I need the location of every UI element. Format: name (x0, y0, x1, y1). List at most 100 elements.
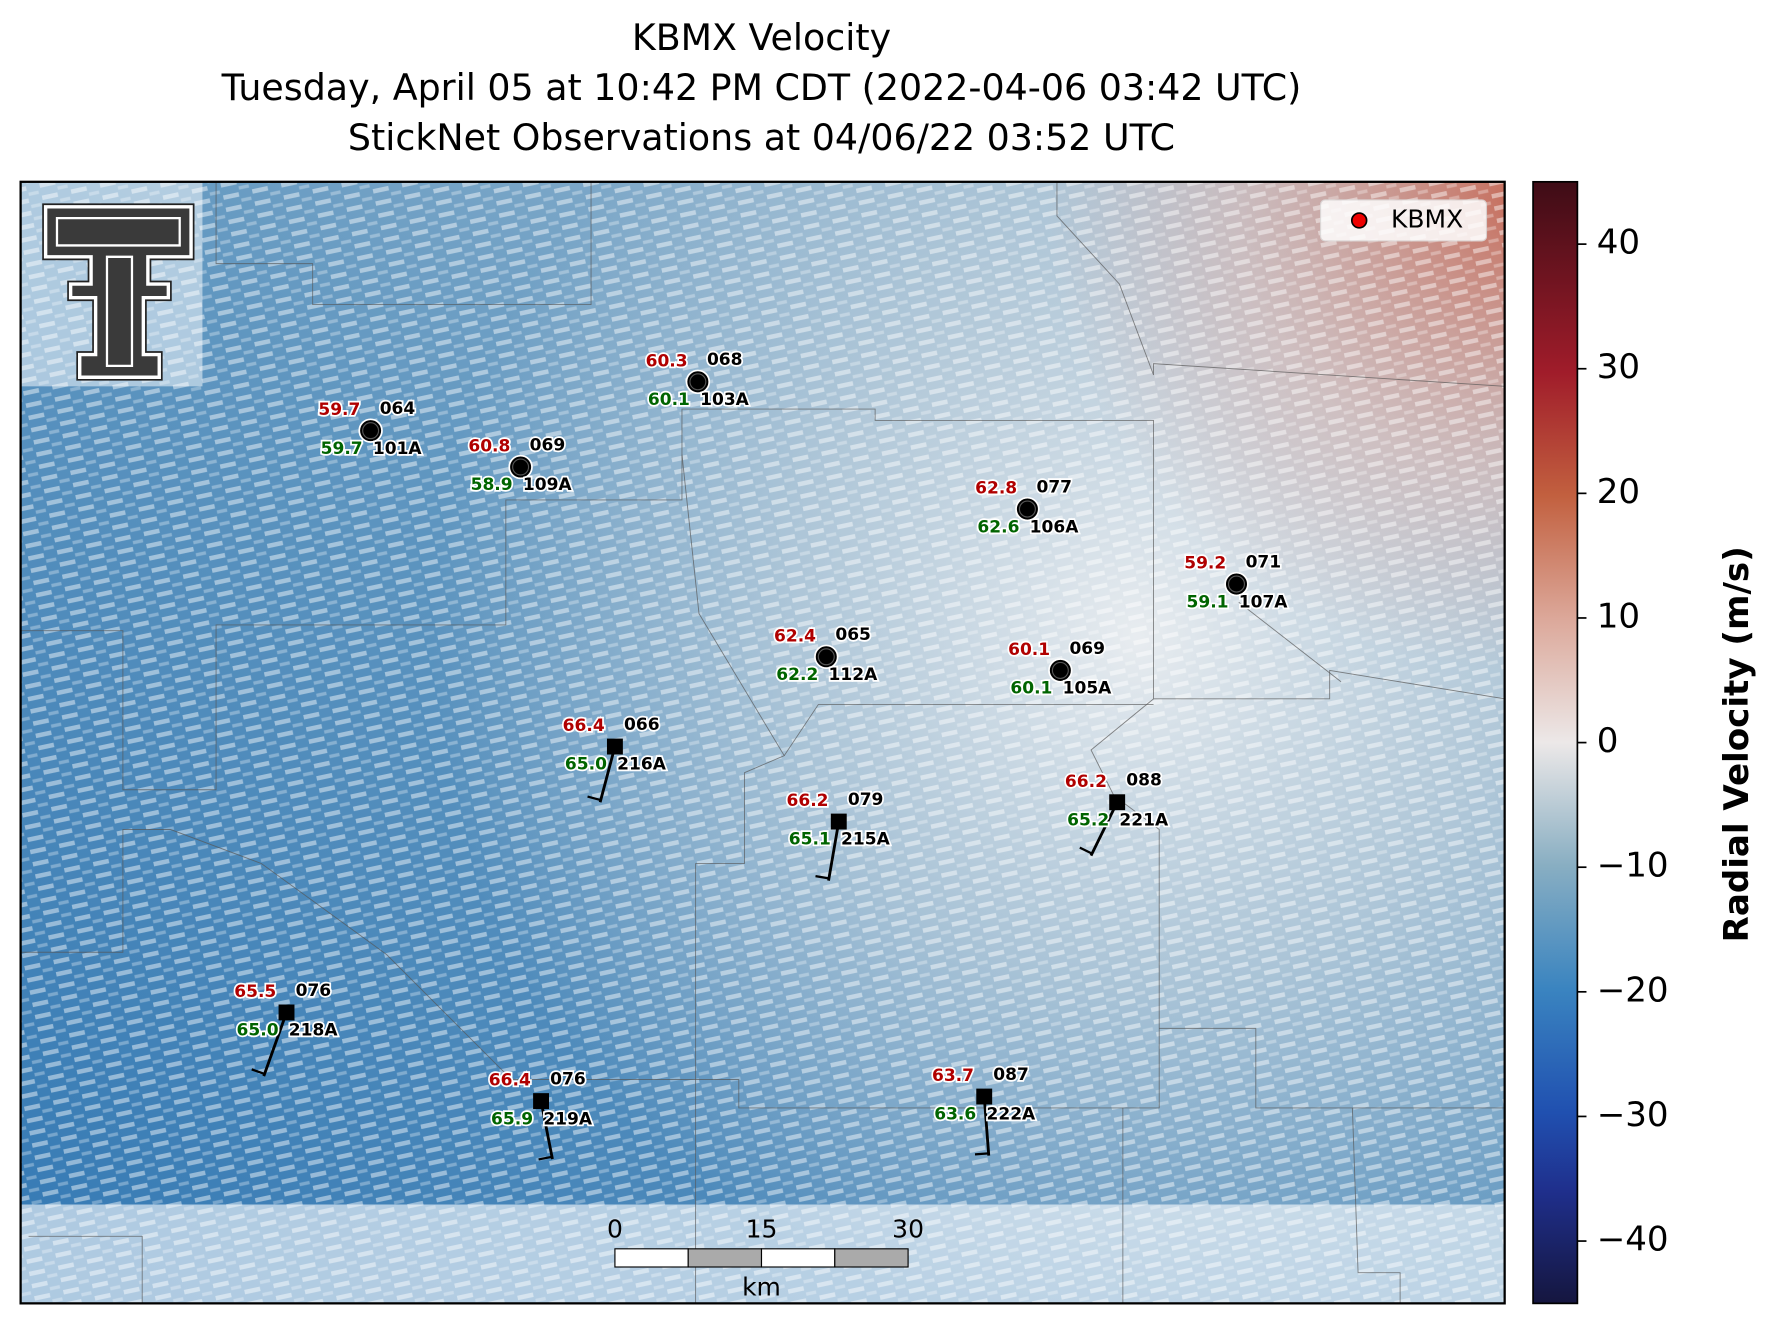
wind-direction: 076 (550, 1070, 586, 1090)
colorbar-tick-label: 30 (1597, 347, 1640, 387)
station: 62.8 077 62.6 106A (973, 476, 1080, 539)
temperature: 66.4 (563, 716, 605, 736)
temperature: 59.2 (1184, 554, 1226, 574)
wind-direction: 065 (835, 625, 871, 645)
wind-direction: 087 (993, 1065, 1029, 1085)
station: 66.4 066 65.0 216A (561, 713, 668, 803)
station-marker (533, 1093, 550, 1110)
legend: KBMX (1320, 199, 1488, 242)
station-ring (362, 422, 380, 440)
dewpoint: 65.2 (1067, 810, 1109, 830)
wind-direction: 088 (1126, 771, 1162, 791)
dewpoint: 62.2 (776, 665, 818, 685)
station-id: 107A (1239, 592, 1289, 612)
logo (42, 203, 195, 381)
wind-direction: 079 (848, 790, 884, 810)
station: 60.3 068 60.1 103A (644, 349, 751, 412)
barb-flag (587, 795, 602, 802)
station-ring (1018, 500, 1036, 518)
barb-flag (1079, 846, 1093, 855)
station: 59.2 071 59.1 107A (1183, 551, 1290, 614)
station-marker (278, 1004, 295, 1021)
colorbar-tick-label: −10 (1597, 846, 1669, 886)
colorbar-ticks: −40 −30 −20 −10 0 10 20 30 40 (1577, 223, 1669, 1260)
station: 60.8 069 58.9 109A (467, 434, 574, 497)
scale-label: 30 (892, 1215, 924, 1244)
station: 59.7 064 59.7 101A (317, 397, 424, 460)
dewpoint: 60.1 (1010, 679, 1052, 699)
colorbar-tick-label: −30 (1597, 1095, 1669, 1135)
dewpoint: 58.9 (471, 475, 513, 495)
dewpoint: 59.1 (1187, 592, 1229, 612)
dewpoint: 65.9 (491, 1109, 533, 1129)
temperature: 66.2 (1065, 772, 1107, 792)
colorbar-tick-label: 0 (1597, 721, 1619, 761)
station-id: 219A (543, 1109, 593, 1129)
wind-barb (262, 1011, 288, 1077)
station-id: 103A (700, 390, 750, 410)
station: 65.5 076 65.0 218A (233, 979, 340, 1077)
wind-barb (598, 746, 617, 803)
wind-barb (827, 821, 841, 881)
wind-direction: 068 (707, 350, 743, 370)
station-id: 112A (829, 665, 879, 685)
dewpoint: 63.6 (934, 1105, 976, 1125)
barb-flag (815, 874, 830, 880)
station-marker (1109, 794, 1126, 811)
station-id: 106A (1030, 517, 1080, 537)
title: KBMX Velocity (632, 16, 891, 59)
scale-segment (760, 1248, 836, 1268)
scale-segment (687, 1248, 763, 1268)
temperature: 60.3 (646, 351, 688, 371)
station-id: 221A (1119, 810, 1169, 830)
wind-direction: 064 (380, 399, 416, 419)
station: 63.7 087 63.6 222A (930, 1063, 1038, 1156)
dewpoint: 62.6 (977, 517, 1019, 537)
legend-marker (1350, 212, 1368, 229)
scale-segment (834, 1248, 909, 1268)
scale-bar: 0 15 30 km (607, 1215, 924, 1302)
dewpoint: 65.0 (237, 1021, 279, 1041)
station-marker (830, 813, 847, 830)
station-id: 101A (373, 439, 423, 459)
station: 66.2 088 65.2 221A (1063, 769, 1171, 857)
barb-flag (538, 1155, 553, 1161)
station-marker (976, 1088, 993, 1105)
colorbar-tick-label: −40 (1597, 1220, 1669, 1260)
colorbar-tick-label: 20 (1597, 472, 1640, 512)
temperature: 66.4 (489, 1071, 531, 1091)
colorbar-label: Radial Velocity (m/s) (1717, 546, 1757, 942)
colorbar-tick-label: 10 (1597, 596, 1640, 636)
wind-direction: 076 (296, 981, 332, 1001)
colorbar-tick-label: −20 (1597, 970, 1669, 1010)
station: 66.4 076 65.9 219A (487, 1068, 595, 1161)
station-ring (1227, 575, 1246, 593)
scale-unit: km (742, 1273, 781, 1302)
scale-segment (614, 1248, 689, 1268)
station-id: 216A (617, 755, 667, 775)
station-id: 105A (1063, 679, 1113, 699)
scale-label: 15 (746, 1215, 778, 1244)
wind-barb (982, 1096, 991, 1156)
subtitle: StickNet Observations at 04/06/22 03:52 … (348, 116, 1175, 159)
station: 60.1 069 60.1 105A (1006, 637, 1113, 700)
scale-label: 0 (607, 1215, 623, 1244)
barb-flag (974, 1152, 989, 1156)
station-marker (606, 738, 623, 755)
colorbar-tick-label: 40 (1597, 223, 1640, 263)
map-frame (19, 180, 1506, 1305)
colorbar (1532, 180, 1579, 1305)
station: 62.4 065 62.2 112A (772, 624, 879, 687)
station: 66.2 079 65.1 215A (785, 788, 892, 881)
station-ring (512, 458, 530, 476)
temperature: 60.8 (468, 437, 510, 457)
station-id: 222A (986, 1105, 1036, 1125)
wind-direction: 077 (1036, 477, 1072, 497)
wind-direction: 071 (1246, 552, 1282, 572)
wind-direction: 066 (624, 715, 660, 735)
temperature: 59.7 (318, 400, 360, 420)
wind-barb (539, 1100, 554, 1160)
temperature: 65.5 (234, 982, 276, 1002)
station-id: 218A (289, 1021, 339, 1041)
